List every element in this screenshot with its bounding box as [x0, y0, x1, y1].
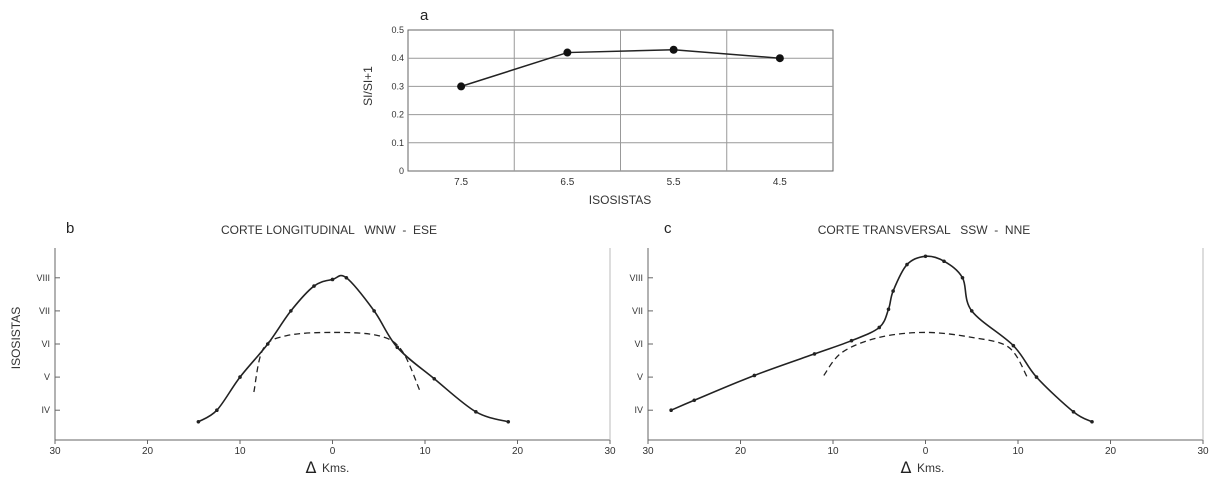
chart-b-y-tick-label: VIII	[36, 273, 50, 283]
chart-b-data-point	[395, 345, 400, 350]
chart-b-y-tick-label: VI	[41, 339, 50, 349]
chart-c-data-point	[1071, 410, 1076, 414]
chart-a-series-line	[460, 48, 780, 88]
chart-c: c CORTE TRANSVERSAL SSW - NNE VIIIVIIVIV…	[629, 220, 1209, 477]
chart-b-data-point	[215, 408, 219, 413]
chart-a-grid	[407, 29, 834, 172]
chart-c-title: CORTE TRANSVERSAL SSW - NNE	[818, 223, 1030, 237]
chart-c-data-point	[923, 254, 928, 259]
chart-c-x-tick-label: 20	[1105, 446, 1117, 457]
chart-a-y-tick-label: 0	[399, 166, 404, 176]
chart-a-x-tick-label: 5.5	[667, 177, 681, 188]
chart-c-data-point	[849, 338, 854, 343]
panel-label-a: a	[420, 7, 429, 24]
chart-c-x-tick-label: 0	[923, 446, 929, 457]
chart-b-data-point	[196, 419, 201, 424]
chart-b-x-tick-label: 10	[234, 446, 246, 457]
chart-a-x-tick-label: 4.5	[773, 177, 787, 188]
chart-c-x-tick-label: 30	[1197, 446, 1209, 457]
chart-c-data-point	[752, 373, 757, 378]
chart-c-y-tick-label: VI	[634, 339, 643, 349]
panel-label-c: c	[664, 220, 672, 237]
chart-b-x-axis-label: Kms.	[322, 461, 349, 475]
chart-c-y-tick-label: VII	[632, 306, 643, 316]
chart-c-x-axis-label: Kms.	[917, 461, 944, 475]
chart-b-dashed-curve	[253, 331, 421, 393]
chart-c-data-point	[1011, 343, 1016, 348]
chart-b-x-tick-label: 30	[49, 446, 61, 457]
chart-b-data-point	[330, 277, 335, 282]
chart-c-y-tick-label: V	[637, 372, 643, 382]
chart-b-data-point	[312, 284, 316, 288]
chart-b-x-tick-label: 20	[142, 446, 154, 457]
chart-c-data-point	[877, 325, 882, 330]
chart-b-data-point	[238, 375, 242, 379]
chart-a-ticks: 0 0.1 0.2 0.3 0.4 0.5 7.5 6.5 5.5 4.5	[391, 25, 787, 188]
panel-label-b: b	[66, 220, 74, 237]
chart-b-data-point	[432, 376, 437, 381]
chart-b-x-tick-label: 0	[330, 446, 336, 457]
chart-c-solid-curve	[670, 255, 1093, 423]
chart-c-x-tick-label: 20	[735, 446, 747, 457]
chart-c-marks	[669, 254, 1094, 424]
chart-c-data-point	[1090, 419, 1094, 424]
chart-a-y-tick-label: 0.1	[391, 138, 404, 148]
chart-b-x-tick-label: 30	[604, 446, 616, 457]
chart-c-data-point	[669, 408, 673, 413]
chart-a-data-point	[457, 82, 466, 91]
chart-a-y-tick-label: 0.3	[391, 81, 404, 91]
chart-b-delta-symbol: Δ	[306, 458, 317, 477]
chart-a-data-point	[669, 45, 678, 54]
chart-b-x-tick-label: 20	[512, 446, 524, 457]
chart-b-y-tick-label: VII	[39, 306, 50, 316]
chart-b-title: CORTE LONGITUDINAL WNW - ESE	[221, 223, 437, 237]
chart-a-y-tick-label: 0.2	[391, 110, 404, 120]
chart-b-data-point	[506, 419, 511, 424]
chart-c-data-point	[891, 289, 895, 293]
chart-c-x-tick-label: 30	[642, 446, 654, 457]
chart-c-data-point	[886, 307, 891, 312]
chart-c-data-point	[1034, 375, 1039, 379]
chart-a-data-point	[563, 48, 572, 57]
chart-c-y-tick-label: VIII	[629, 273, 643, 283]
chart-b-solid-curve	[197, 274, 509, 423]
chart-a-x-tick-label: 6.5	[560, 177, 574, 188]
chart-c-data-point	[942, 259, 946, 264]
chart-a: a 0 0.1 0.2 0.3 0.4 0.5 7.5 6.5 5.5 4.5 ISOSISTAS…	[361, 7, 834, 207]
chart-c-ticks: VIII VII VI V IV 30 20 10 0 10 20 30	[629, 273, 1209, 457]
chart-b: b CORTE LONGITUDINAL WNW - ESE ISOSISTAS…	[9, 220, 616, 477]
chart-b-data-point	[372, 309, 376, 313]
chart-c-data-point	[905, 262, 909, 267]
chart-b-marks	[196, 274, 511, 424]
chart-a-x-axis-label: ISOSISTAS	[589, 193, 651, 207]
chart-c-axes	[647, 248, 1204, 444]
chart-b-axes	[54, 248, 611, 444]
chart-b-data-point	[289, 309, 293, 313]
chart-c-x-tick-label: 10	[1012, 446, 1024, 457]
chart-b-data-point	[344, 275, 349, 280]
chart-a-y-tick-label: 0.5	[391, 25, 404, 35]
chart-c-delta-symbol: Δ	[901, 458, 912, 477]
chart-c-data-point	[960, 275, 965, 280]
chart-b-y-tick-label: IV	[41, 405, 50, 415]
chart-c-data-point	[969, 309, 974, 313]
chart-c-x-tick-label: 10	[827, 446, 839, 457]
chart-c-dashed-curve	[823, 331, 1028, 378]
chart-b-y-tick-label: V	[44, 372, 50, 382]
chart-c-data-point	[812, 352, 817, 356]
chart-b-x-tick-label: 10	[419, 446, 431, 457]
chart-c-data-point	[692, 398, 697, 403]
chart-b-ticks: VIII VII VI V IV 30 20 10 0 10 20 30	[36, 273, 616, 457]
chart-c-y-tick-label: IV	[634, 405, 643, 415]
chart-a-marks	[457, 45, 784, 91]
chart-b-data-point	[474, 410, 478, 414]
chart-a-x-tick-label: 7.5	[454, 177, 468, 188]
chart-a-data-point	[775, 54, 784, 63]
chart-b-y-axis-label: ISOSISTAS	[9, 307, 23, 369]
chart-a-y-tick-label: 0.4	[391, 53, 404, 63]
chart-a-y-axis-label: SI/SI+1	[361, 66, 375, 106]
